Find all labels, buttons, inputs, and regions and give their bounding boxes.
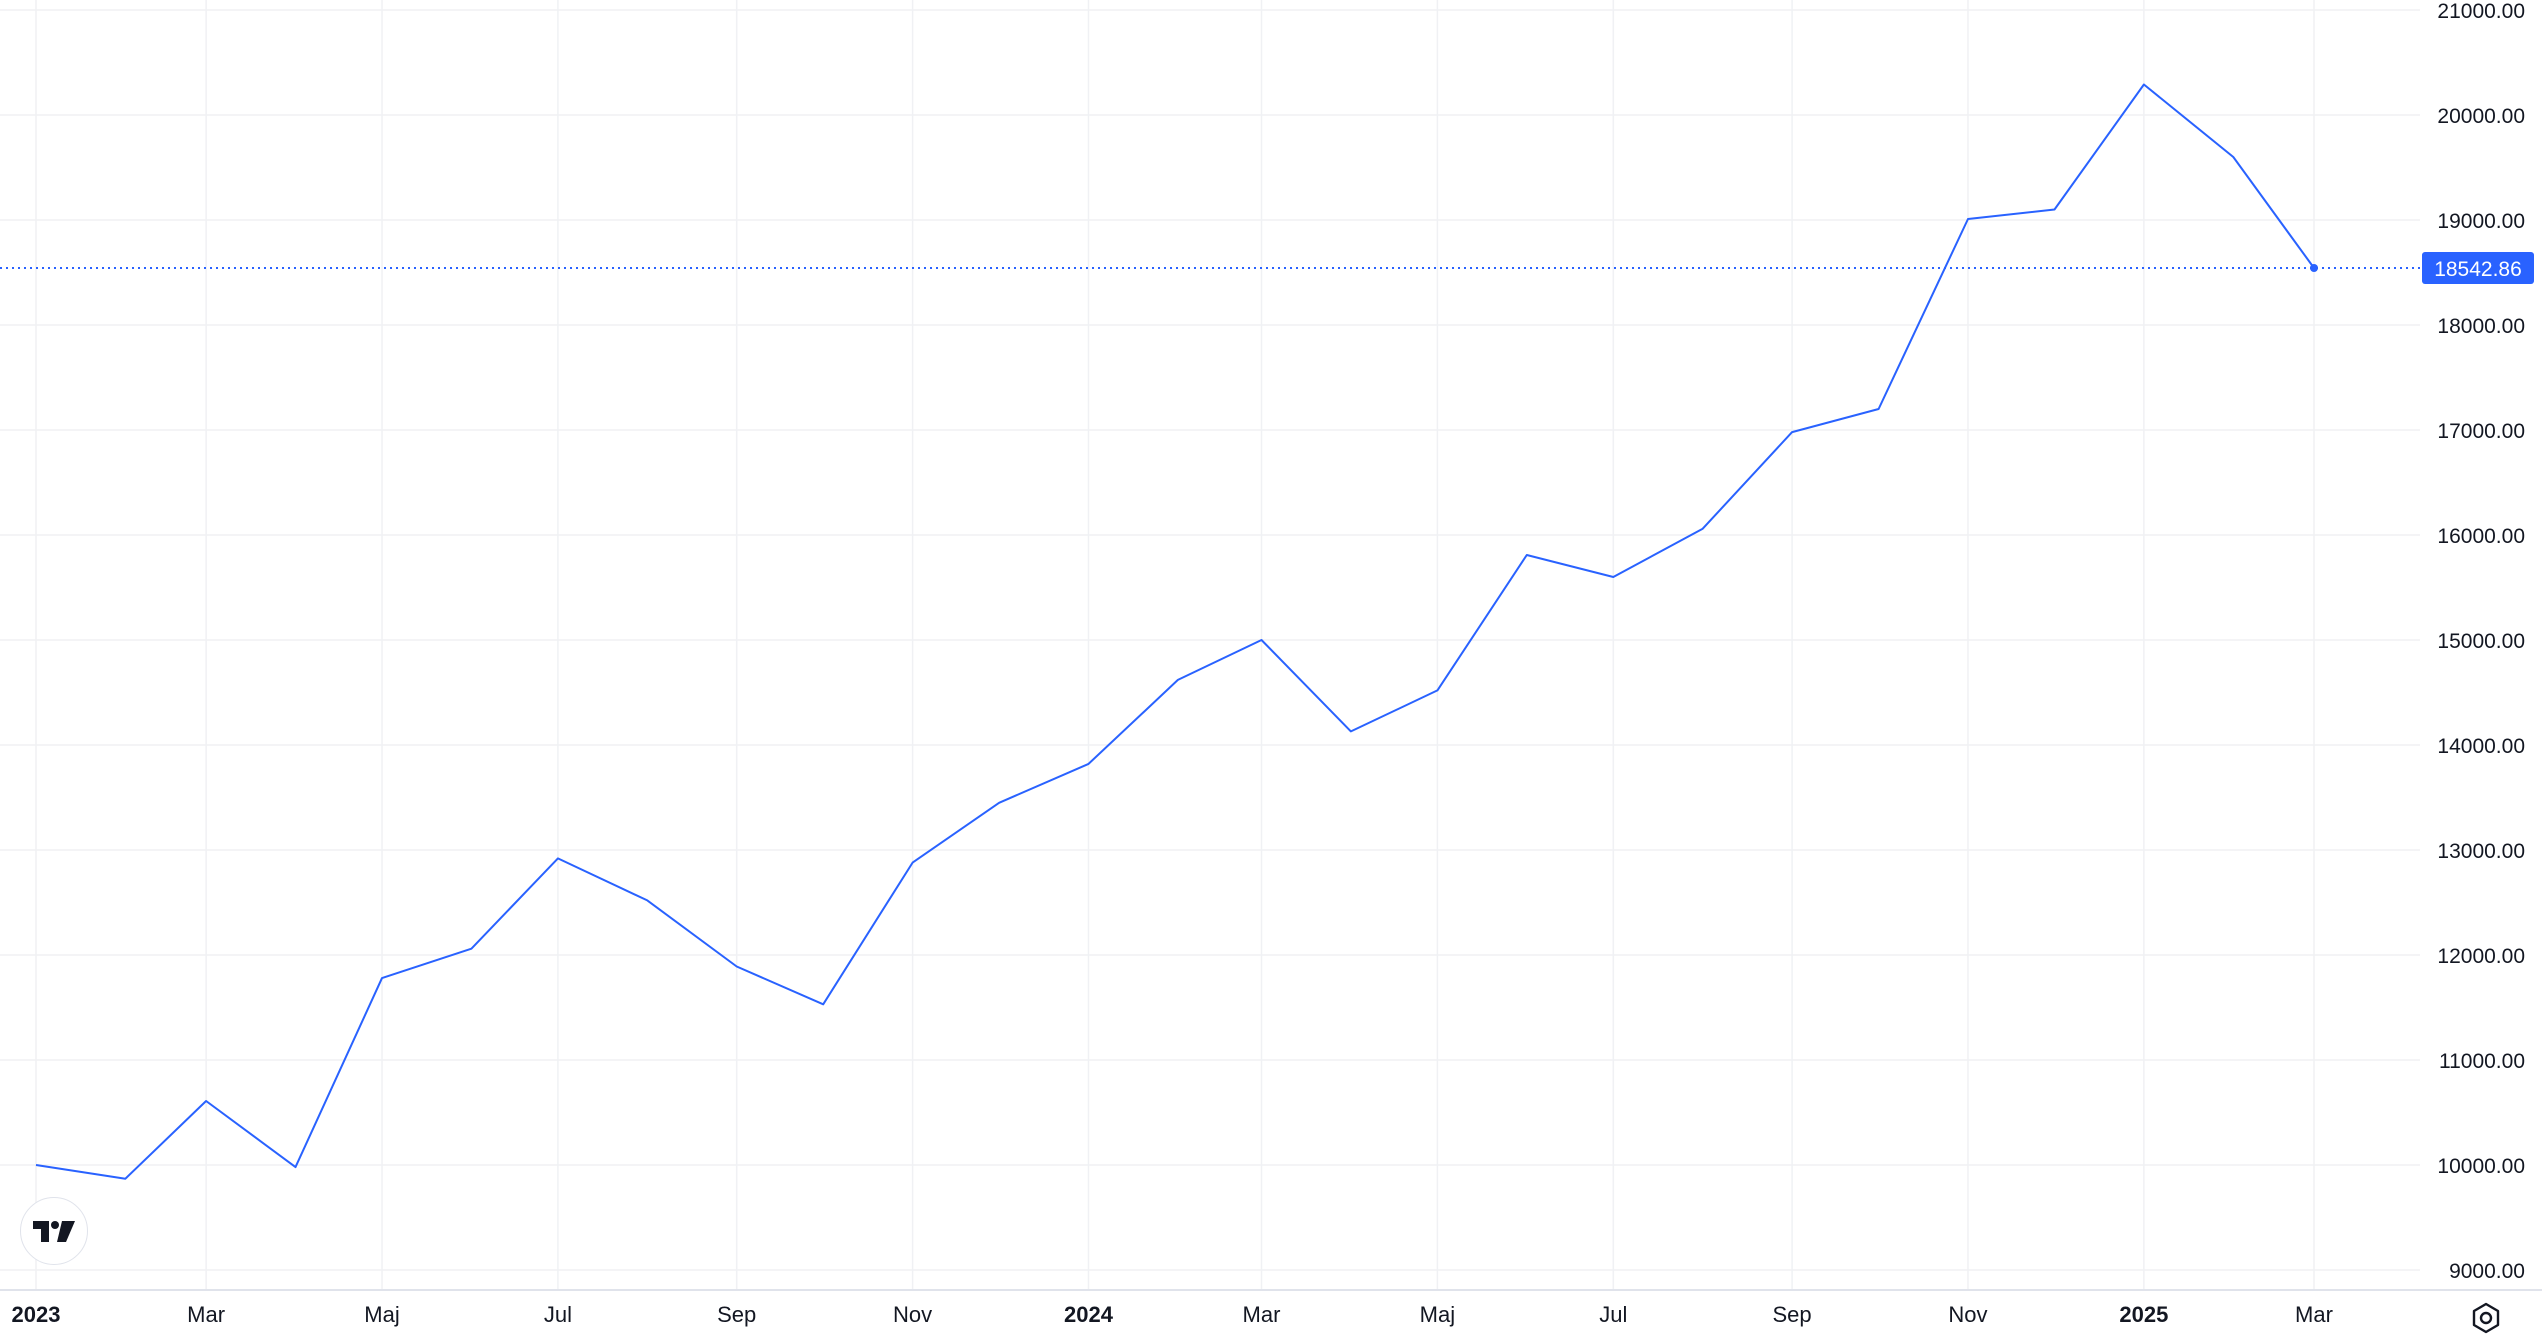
data-point [1965,216,1971,222]
data-point [1175,677,1181,683]
x-tick-label: Jul [1599,1302,1627,1327]
x-tick-label: Maj [364,1302,399,1327]
data-point [2230,154,2236,160]
data-point [203,1098,209,1104]
y-tick-label: 15000.00 [2437,630,2525,653]
x-tick-label: 2025 [2119,1302,2168,1327]
y-tick-label: 18000.00 [2437,315,2525,338]
data-point [379,975,385,981]
x-tick-label: Mar [2295,1302,2333,1327]
data-point [555,855,561,861]
data-point [1434,687,1440,693]
x-tick-label: Nov [1948,1302,1987,1327]
data-point [293,1164,299,1170]
data-point [1789,429,1795,435]
y-tick-label: 17000.00 [2437,420,2525,443]
tradingview-logo-icon[interactable] [20,1197,88,1265]
data-point [1700,526,1706,532]
data-point [468,946,474,952]
data-point [1348,728,1354,734]
data-point [644,897,650,903]
x-tick-label: 2023 [12,1302,61,1327]
y-tick-label: 21000.00 [2437,0,2525,23]
data-point [1259,637,1265,643]
data-point [1085,761,1091,767]
last-data-point [2310,263,2318,272]
settings-gear-icon [2472,1302,2500,1334]
data-point [2141,82,2147,88]
x-tick-label: 2024 [1064,1302,1114,1327]
y-tick-label: 20000.00 [2437,105,2525,128]
y-axis: 9000.00 10000.00 11000.00 12000.00 13000.00 1… [2437,0,2525,1283]
x-tick-label: Sep [1773,1302,1812,1327]
series-line [35,83,2315,1180]
tradingview-logo-glyph [33,1221,75,1242]
y-tick-label: 9000.00 [2449,1260,2525,1283]
data-point [33,1162,39,1168]
last-value-label: 18542.86 [2434,258,2522,281]
data-point [734,964,740,970]
data-point [122,1176,128,1182]
last-value-badge-layer: 18542.86 [2422,252,2534,284]
x-tick-label: Mar [1243,1302,1281,1327]
y-tick-label: 11000.00 [2439,1050,2525,1073]
x-tick-label: Jul [544,1302,572,1327]
series-layer [33,82,2318,1182]
data-point [1524,552,1530,558]
data-point [820,1001,826,1007]
y-tick-label: 12000.00 [2437,945,2525,968]
data-point [1610,574,1616,580]
chart-grid [0,0,2420,1290]
y-tick-label: 16000.00 [2437,525,2525,548]
data-point [2051,207,2057,213]
y-tick-label: 13000.00 [2437,840,2525,863]
data-point [996,800,1002,806]
chart-settings-button[interactable] [2466,1298,2506,1338]
y-tick-label: 14000.00 [2437,735,2525,758]
last-value-badge [2422,252,2534,284]
x-tick-label: Nov [893,1302,932,1327]
y-tick-label: 19000.00 [2437,210,2525,233]
data-point [1876,406,1882,412]
x-tick-label: Mar [187,1302,225,1327]
data-point [910,860,916,866]
y-tick-label: 10000.00 [2437,1155,2525,1178]
x-axis: 2023 Mar Maj Jul Sep Nov 2024 Mar Maj Jul Sep Nov 20… [12,1302,2333,1327]
x-tick-label: Maj [1420,1302,1455,1327]
x-tick-label: Sep [717,1302,756,1327]
